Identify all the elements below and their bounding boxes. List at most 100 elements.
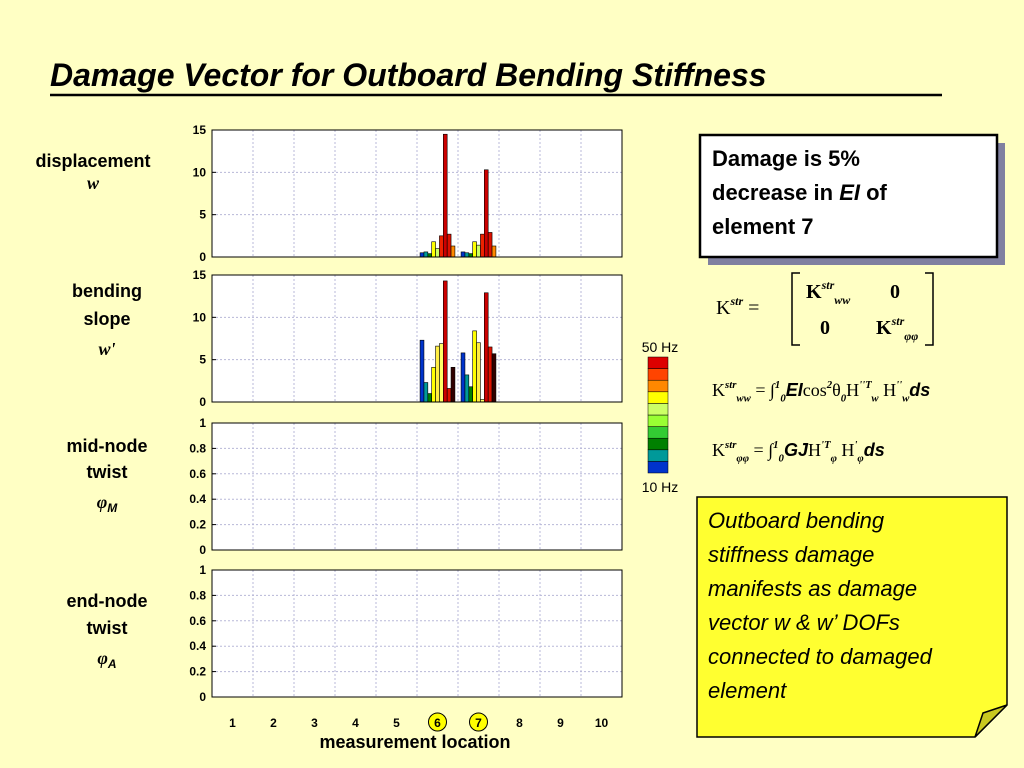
bar bbox=[450, 245, 456, 258]
y-axis-symbol: w bbox=[87, 173, 100, 193]
colorbar-cell bbox=[647, 437, 669, 451]
matrix-cell: Kstrφφ bbox=[876, 314, 918, 343]
equation-token: 1 bbox=[775, 379, 780, 391]
y-tick-label: 0 bbox=[199, 250, 206, 264]
x-tick-label: 4 bbox=[352, 716, 359, 730]
equation-token: w bbox=[902, 392, 910, 404]
bar bbox=[460, 352, 466, 403]
bar bbox=[431, 241, 436, 258]
y-axis-symbol: φA bbox=[97, 648, 116, 671]
y-tick-label: 0.6 bbox=[189, 614, 206, 628]
equation-token: of bbox=[860, 180, 888, 205]
equation-token: str bbox=[724, 439, 737, 451]
bar bbox=[476, 244, 481, 258]
equation-token: str bbox=[729, 294, 743, 308]
bar bbox=[468, 386, 473, 403]
bar bbox=[476, 342, 481, 403]
symbol-subscript: M bbox=[107, 501, 118, 515]
y-tick-label: 5 bbox=[199, 353, 206, 367]
y-tick-label: 0.2 bbox=[189, 518, 206, 532]
plot-area bbox=[212, 130, 622, 257]
category-highlight bbox=[428, 712, 447, 732]
equation-token: EI bbox=[786, 380, 804, 400]
colorbar-cell bbox=[647, 426, 669, 439]
note-text: vector w & w’ DOFs bbox=[708, 610, 900, 635]
y-axis-label: bending bbox=[72, 281, 142, 301]
colorbar-label: 10 Hz bbox=[642, 479, 679, 495]
y-tick-label: 0.6 bbox=[189, 467, 206, 481]
bar bbox=[443, 280, 448, 403]
y-axis-label: end-node bbox=[67, 591, 148, 611]
equation-token: GJ bbox=[784, 440, 809, 460]
equation-token: = bbox=[749, 440, 768, 460]
equation-token: K bbox=[716, 297, 731, 319]
plot-area bbox=[212, 570, 622, 697]
x-tick-label: 3 bbox=[311, 716, 318, 730]
x-tick-label: 8 bbox=[516, 716, 523, 730]
plot-frame bbox=[211, 274, 623, 403]
bar bbox=[480, 233, 485, 258]
matrix-cell: 0 bbox=[820, 317, 830, 339]
equation-token: ds bbox=[909, 380, 930, 400]
equation-token: = bbox=[743, 297, 759, 319]
bar bbox=[472, 330, 477, 403]
equation-token: 0 bbox=[820, 317, 830, 339]
bar bbox=[464, 374, 470, 403]
equation-token: 1 bbox=[773, 439, 778, 451]
y-tick-label: 1 bbox=[199, 416, 206, 430]
equation-token: ∫ bbox=[767, 440, 774, 461]
equation: Kstrww = ∫10EIcos2θ0H''Tw H''wds bbox=[712, 379, 930, 405]
colorbar-cell bbox=[647, 391, 669, 404]
bar bbox=[491, 353, 497, 403]
symbol: φ bbox=[97, 492, 108, 512]
equation-token: φφ bbox=[736, 452, 749, 464]
bar bbox=[423, 251, 429, 258]
equation-token: θ bbox=[832, 380, 841, 400]
equation-token: Damage is 5% bbox=[712, 146, 860, 171]
y-axis-label: slope bbox=[83, 309, 130, 329]
colorbar-cell bbox=[647, 356, 669, 369]
note-text: element bbox=[708, 678, 787, 703]
y-axis-symbol: φM bbox=[97, 492, 119, 515]
equation-token: K bbox=[806, 281, 822, 303]
bar bbox=[435, 345, 440, 403]
bar bbox=[439, 343, 444, 403]
y-tick-label: 0.4 bbox=[189, 492, 206, 506]
note-fold bbox=[974, 704, 1008, 738]
y-tick-label: 0 bbox=[199, 543, 206, 557]
y-tick-label: 0 bbox=[199, 395, 206, 409]
plot-area bbox=[212, 423, 622, 550]
equation-token: w bbox=[871, 392, 879, 404]
equation-token: decrease in bbox=[712, 180, 839, 205]
colorbar-cell bbox=[647, 368, 669, 381]
equation-token: element 7 bbox=[712, 214, 814, 239]
bar bbox=[423, 382, 429, 403]
equation-token: 'T bbox=[821, 439, 831, 451]
equation-token: = bbox=[751, 380, 770, 400]
equation-token: str bbox=[821, 278, 835, 292]
bar bbox=[419, 252, 425, 258]
colorbar-cell bbox=[647, 449, 669, 462]
y-axis-label: displacement bbox=[35, 151, 150, 171]
equation-token: ww bbox=[834, 293, 851, 307]
bar bbox=[427, 253, 432, 258]
x-tick-label: 5 bbox=[393, 716, 400, 730]
damage-box bbox=[698, 133, 999, 259]
matrix-cell: 0 bbox=[890, 281, 900, 303]
colorbar-label: 50 Hz bbox=[642, 339, 679, 355]
equation-token: 2 bbox=[826, 379, 833, 391]
equation-token: H bbox=[837, 440, 855, 460]
equation-token: H bbox=[846, 380, 859, 400]
equation-token: str bbox=[891, 314, 905, 328]
damage-text: element 7 bbox=[712, 214, 814, 239]
bar bbox=[446, 388, 452, 403]
y-tick-label: 0.4 bbox=[189, 639, 206, 653]
equation-token: 0 bbox=[890, 281, 900, 303]
note-text: connected to damaged bbox=[708, 644, 933, 669]
equation-token: K bbox=[712, 440, 725, 460]
y-tick-label: 10 bbox=[193, 165, 207, 179]
bar bbox=[419, 339, 425, 403]
damage-text: Damage is 5% bbox=[712, 146, 860, 171]
plot-frame bbox=[211, 569, 623, 698]
matrix-lhs: Kstr = bbox=[716, 294, 759, 319]
